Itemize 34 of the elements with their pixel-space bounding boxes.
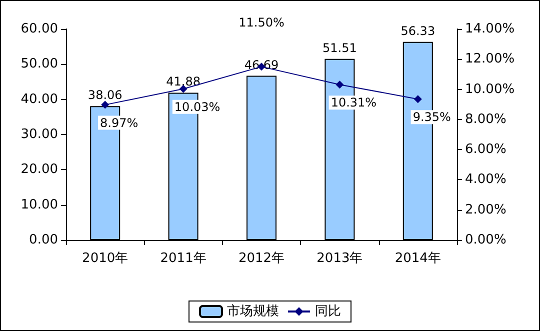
y-tick-label: 0.00 [29, 232, 58, 248]
y2-tick-label: 4.00% [465, 172, 506, 188]
data-label: 8.97% [100, 116, 138, 130]
y2-tick-label: 14.00% [465, 22, 515, 36]
data-label: 11.50% [238, 16, 284, 30]
legend-label: 同比 [315, 304, 341, 319]
y2-tick-label: 10.00% [465, 82, 515, 97]
y2-tick-label: 6.00% [465, 142, 506, 158]
y-tick-label: 10.00 [20, 197, 58, 212]
y-tick-label: 40.00 [20, 92, 58, 107]
x-tick-label: 2014年 [394, 251, 441, 266]
x-tick-label: 2010年 [82, 251, 128, 266]
y-tick-label: 30.00 [20, 127, 58, 142]
y-tick-label: 60.00 [20, 22, 58, 36]
legend-label: 市场规模 [227, 304, 279, 319]
y2-tick-label: 0.00% [465, 232, 506, 248]
x-tick-label: 2012年 [238, 251, 285, 266]
y-tick-label: 20.00 [20, 162, 58, 178]
x-tick-label: 2013年 [316, 251, 363, 266]
data-label: 41.88 [166, 74, 200, 89]
y2-tick-label: 8.00% [465, 112, 506, 127]
data-label: 9.35% [412, 110, 451, 124]
y-tick-label: 50.00 [20, 56, 58, 72]
data-label: 10.31% [330, 96, 377, 110]
y2-tick-label: 2.00% [465, 202, 506, 218]
y2-tick-label: 12.00% [465, 52, 515, 67]
point [414, 95, 422, 104]
point [101, 100, 110, 109]
data-label: 10.03% [174, 100, 220, 114]
data-label: 51.51 [322, 40, 357, 55]
x-tick-label: 2011年 [160, 251, 206, 266]
data-label: 56.33 [400, 24, 436, 38]
data-label: 38.06 [88, 88, 122, 102]
point [336, 80, 344, 89]
